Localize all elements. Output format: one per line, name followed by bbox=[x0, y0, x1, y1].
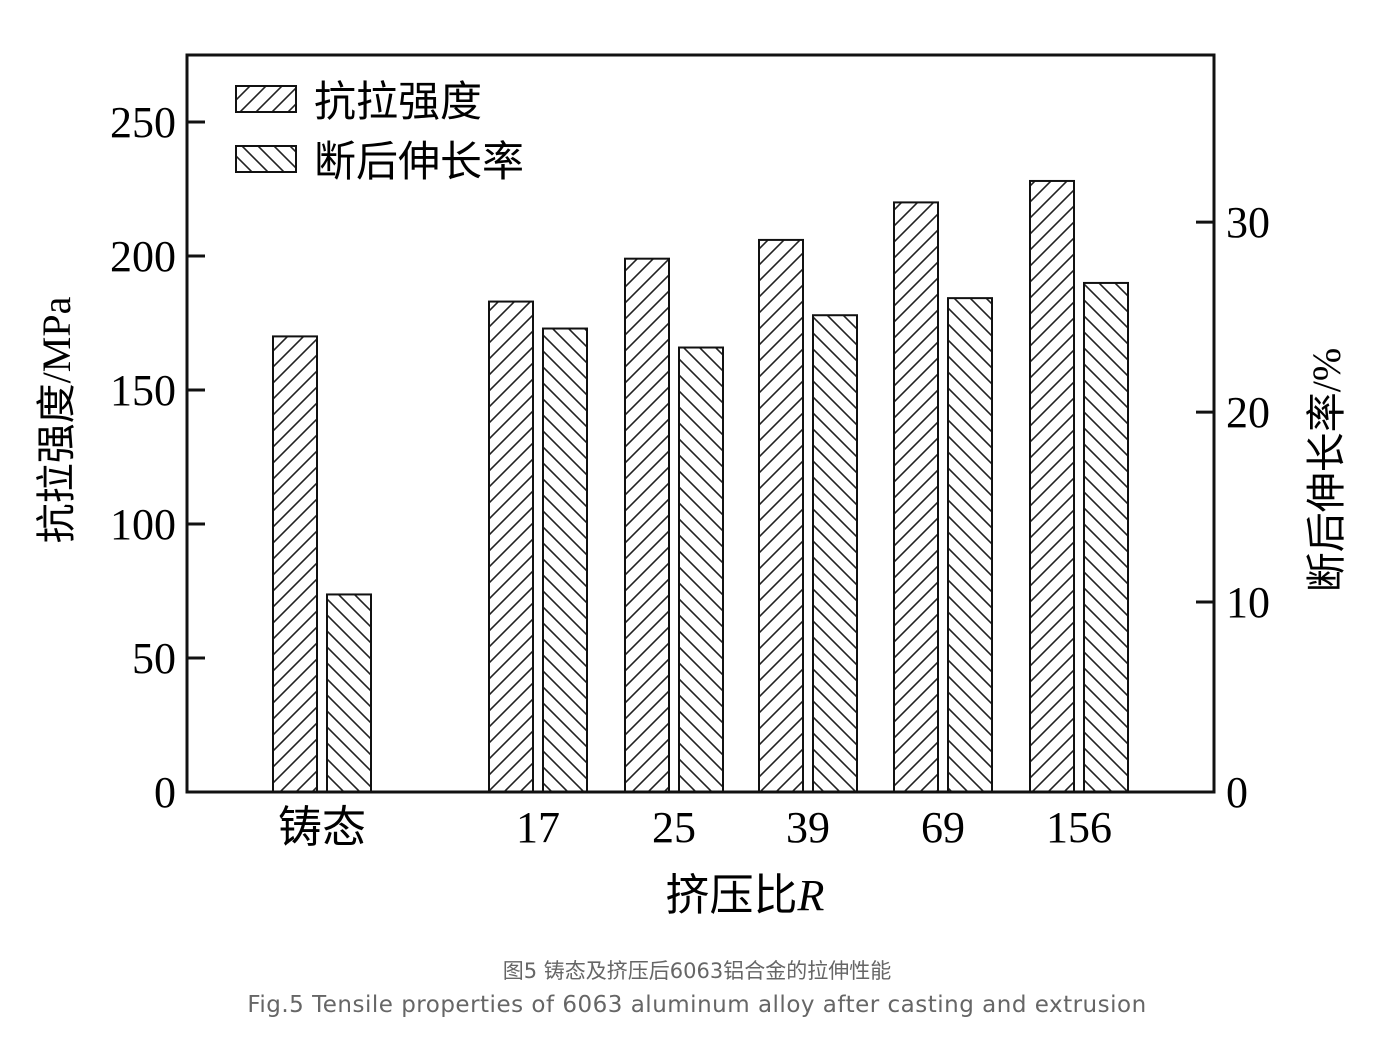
figure-caption-en: Fig.5 Tensile properties of 6063 aluminu… bbox=[247, 992, 1147, 1018]
plot-frame bbox=[185, 53, 1216, 794]
x-tick-label: 25 bbox=[652, 803, 696, 852]
bar-elongation-69 bbox=[947, 297, 993, 793]
y-left-tick-label: 50 bbox=[132, 634, 176, 683]
bar-elongation-25 bbox=[678, 346, 724, 793]
bar-strength-17 bbox=[488, 300, 534, 793]
legend: 抗拉强度 断后伸长率 bbox=[235, 77, 524, 186]
tensile-bar-chart: 铸态 17 25 39 69 156 0 50 100 150 200 250 0 10 20 30 抗拉强度… bbox=[34, 53, 1349, 920]
x-tick-label: 39 bbox=[786, 803, 830, 852]
y-axis-left-label: 抗拉强度/MPa bbox=[34, 296, 79, 543]
y-right-tick-label: 10 bbox=[1226, 578, 1270, 627]
x-tick-label: 69 bbox=[921, 803, 965, 852]
bar-elongation-17 bbox=[542, 327, 588, 793]
y-left-tick-label: 0 bbox=[154, 768, 176, 817]
x-tick-label: 铸态 bbox=[278, 803, 366, 852]
bar-elongation-铸态 bbox=[326, 593, 372, 793]
bar-elongation-156 bbox=[1083, 281, 1129, 793]
bar-elongation-39 bbox=[812, 314, 858, 793]
legend-swatch-strength bbox=[235, 85, 297, 113]
y-left-tick-label: 250 bbox=[110, 98, 176, 147]
y-right-tick-label: 0 bbox=[1226, 768, 1248, 817]
y-left-tick-label: 200 bbox=[110, 232, 176, 281]
bar-strength-25 bbox=[624, 257, 670, 793]
x-tick-label: 156 bbox=[1046, 803, 1112, 852]
legend-label-elongation: 断后伸长率 bbox=[314, 137, 524, 186]
bar-strength-铸态 bbox=[272, 335, 318, 793]
y-right-tick-label: 20 bbox=[1226, 388, 1270, 437]
legend-swatch-elongation bbox=[235, 145, 297, 173]
bar-strength-69 bbox=[893, 201, 939, 793]
bar-strength-39 bbox=[758, 238, 804, 794]
y-left-tick-label: 150 bbox=[110, 366, 176, 415]
y-left-tick-label: 100 bbox=[110, 500, 176, 549]
bar-strength-156 bbox=[1029, 179, 1075, 793]
y-right-tick-label: 30 bbox=[1226, 198, 1270, 247]
x-tick-label: 17 bbox=[516, 803, 560, 852]
figure-caption-zh: 图5 铸态及挤压后6063铝合金的拉伸性能 bbox=[502, 959, 892, 983]
y-axis-right-label: 断后伸长率/% bbox=[1304, 348, 1349, 592]
x-axis-label: 挤压比R bbox=[666, 871, 825, 920]
legend-label-strength: 抗拉强度 bbox=[314, 77, 482, 126]
